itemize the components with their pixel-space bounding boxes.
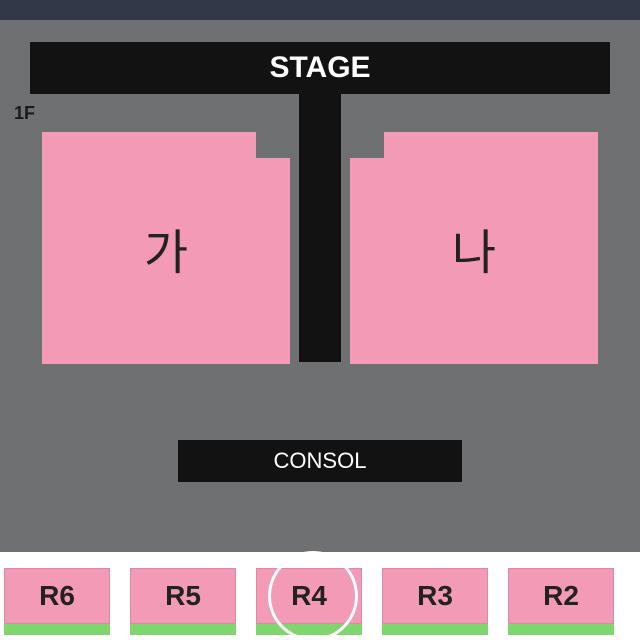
seating-map-root: { "canvas": { "width": 640, "height": 64… (0, 0, 640, 640)
balcony-underline (4, 624, 110, 635)
floor-label: 1F (14, 103, 35, 124)
balcony-underline (256, 624, 362, 635)
balcony-cell-label: R4 (291, 580, 327, 612)
top-strip (0, 0, 640, 20)
balcony-row: R6 R5 R4 R3 R2 (0, 552, 640, 640)
section-a[interactable]: 가 (42, 132, 290, 364)
section-b-notch (350, 132, 384, 158)
stage-bar: STAGE (30, 42, 610, 94)
section-b-label: 나 (452, 213, 496, 283)
balcony-cell-r5[interactable]: R5 (130, 568, 236, 624)
balcony-cell-r6[interactable]: R6 (4, 568, 110, 624)
section-b[interactable]: 나 (350, 132, 598, 364)
balcony-cell-label: R3 (417, 580, 453, 612)
balcony-cell-r4[interactable]: R4 (256, 568, 362, 624)
balcony-underline (508, 624, 614, 635)
section-a-notch (256, 132, 290, 158)
balcony-underline (382, 624, 488, 635)
thrust-stage-stem (299, 94, 341, 362)
stage-label: STAGE (269, 51, 370, 85)
section-a-label: 가 (144, 213, 188, 283)
balcony-underline (130, 624, 236, 635)
consol-label: CONSOL (274, 448, 367, 474)
balcony-cell-label: R6 (39, 580, 75, 612)
consol-bar: CONSOL (178, 440, 462, 482)
balcony-cell-r3[interactable]: R3 (382, 568, 488, 624)
balcony-cell-label: R5 (165, 580, 201, 612)
balcony-cell-label: R2 (543, 580, 579, 612)
balcony-cell-r2[interactable]: R2 (508, 568, 614, 624)
